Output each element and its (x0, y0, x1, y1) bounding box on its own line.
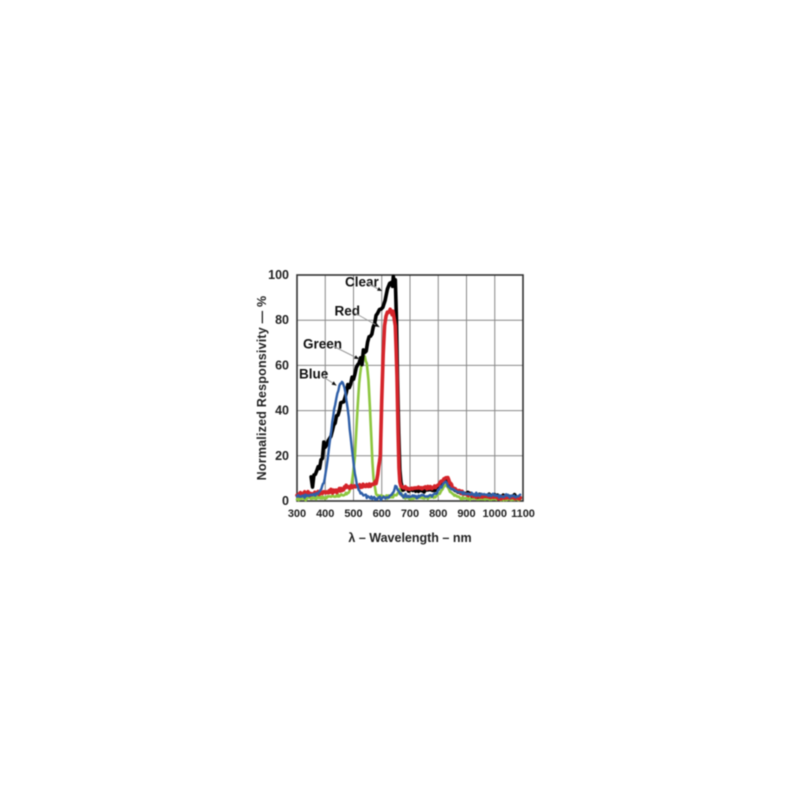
svg-text:600: 600 (373, 508, 391, 520)
svg-text:900: 900 (457, 508, 475, 520)
svg-text:80: 80 (275, 313, 289, 327)
svg-text:100: 100 (268, 268, 289, 282)
svg-text:60: 60 (275, 358, 289, 372)
svg-text:Red: Red (335, 304, 361, 319)
svg-text:0: 0 (282, 494, 289, 508)
svg-text:800: 800 (429, 508, 447, 520)
svg-text:Blue: Blue (299, 367, 329, 382)
svg-text:Green: Green (303, 337, 342, 352)
svg-text:1100: 1100 (511, 508, 535, 520)
svg-text:300: 300 (288, 508, 306, 520)
svg-text:500: 500 (344, 508, 362, 520)
svg-text:400: 400 (316, 508, 334, 520)
svg-text:700: 700 (401, 508, 419, 520)
svg-text:40: 40 (275, 404, 289, 418)
svg-text:1000: 1000 (483, 508, 507, 520)
svg-text:20: 20 (275, 449, 289, 463)
